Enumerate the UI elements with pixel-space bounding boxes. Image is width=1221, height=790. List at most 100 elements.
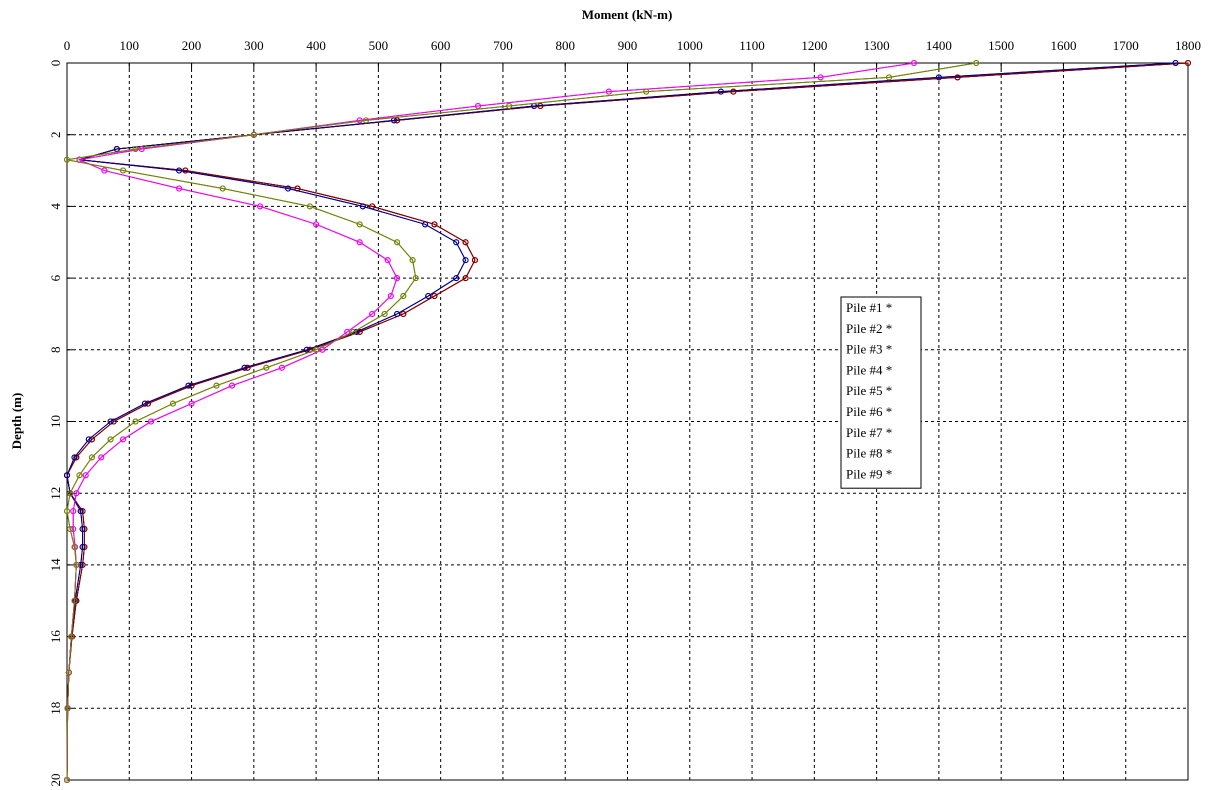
series-marker [79,561,86,568]
series-marker [101,167,108,174]
series-marker [77,561,84,568]
series-marker [935,74,942,81]
series-marker [68,633,75,640]
y-axis-label: Depth (m) [9,393,24,450]
series-marker [169,400,176,407]
series-marker [250,131,257,138]
x-tick-label: 600 [431,38,451,53]
x-tick-label: 1600 [1050,38,1076,53]
y-tick-label: 2 [48,131,63,138]
series-marker [394,239,401,246]
x-tick-label: 900 [618,38,638,53]
x-tick-label: 1800 [1175,38,1201,53]
series-marker [453,275,460,282]
series-marker [431,293,438,300]
series-marker [71,597,78,604]
y-tick-label: 4 [48,203,63,210]
series-marker [81,526,88,533]
series-marker [67,490,74,497]
series-marker [1172,60,1179,66]
series-marker [730,88,737,95]
series-marker [717,88,724,95]
legend-label: Pile #2 * [846,321,892,336]
series-marker [64,705,71,712]
series-marker [285,185,292,192]
series-marker [88,454,95,461]
series-marker [394,275,401,282]
series-marker [98,454,105,461]
series-marker [453,239,460,246]
series-marker [954,74,961,81]
series-marker [188,400,195,407]
series-marker [278,364,285,371]
legend-label: Pile #9 * [846,466,892,481]
series-marker [148,418,155,425]
series-marker [73,490,80,497]
x-tick-label: 200 [182,38,202,53]
series-marker [65,669,72,676]
series-marker [82,472,89,479]
y-tick-label: 16 [48,630,63,644]
legend-label: Pile #8 * [846,446,892,461]
x-tick-label: 800 [555,38,575,53]
series-marker [64,508,70,515]
x-tick-label: 100 [120,38,140,53]
series-marker [71,543,78,550]
legend-label: Pile #4 * [846,362,892,377]
legend-label: Pile #6 * [846,404,892,419]
series-marker [71,454,78,461]
legend-label: Pile #3 * [846,342,892,357]
series-marker [475,103,482,110]
series-marker [384,257,391,264]
series-marker [313,346,320,353]
x-tick-label: 300 [244,38,264,53]
series-marker [81,543,88,550]
x-tick-label: 500 [369,38,389,53]
series-marker [79,543,86,550]
x-tick-label: 700 [493,38,513,53]
series-marker [64,156,70,163]
series-marker [85,436,92,443]
legend-box [840,296,922,489]
x-tick-label: 1000 [677,38,703,53]
series-line [66,62,1176,781]
series-marker [817,74,824,81]
series-marker [369,310,376,317]
series-marker [394,310,401,317]
series-marker [76,472,83,479]
legend-label: Pile #5 * [846,383,892,398]
series-marker [306,203,313,210]
series-marker [356,221,363,228]
series-marker [70,526,77,533]
x-tick-label: 1300 [864,38,890,53]
series-marker [107,418,114,425]
series-marker [107,436,114,443]
series-marker [462,239,469,246]
y-tick-label: 8 [48,347,63,354]
series-marker [176,167,183,174]
series-marker [176,185,183,192]
series-marker [64,777,70,783]
series-marker [387,293,394,300]
series-marker [132,146,139,153]
series-marker [120,436,127,443]
series-marker [431,221,438,228]
series-marker [79,526,86,533]
series-marker [257,203,264,210]
series-marker [425,293,432,300]
series-line [66,62,977,781]
series-marker [400,293,407,300]
x-tick-label: 1500 [988,38,1014,53]
series-marker [64,472,70,479]
series-marker [605,88,612,95]
series-marker [67,526,74,533]
series-marker [70,508,77,515]
series-marker [241,364,248,371]
y-tick-label: 12 [48,487,63,500]
series-marker [132,418,139,425]
series-marker [506,103,513,110]
series-marker [79,508,86,515]
y-tick-label: 18 [48,702,63,715]
series-line [66,62,977,781]
x-tick-label: 400 [306,38,326,53]
